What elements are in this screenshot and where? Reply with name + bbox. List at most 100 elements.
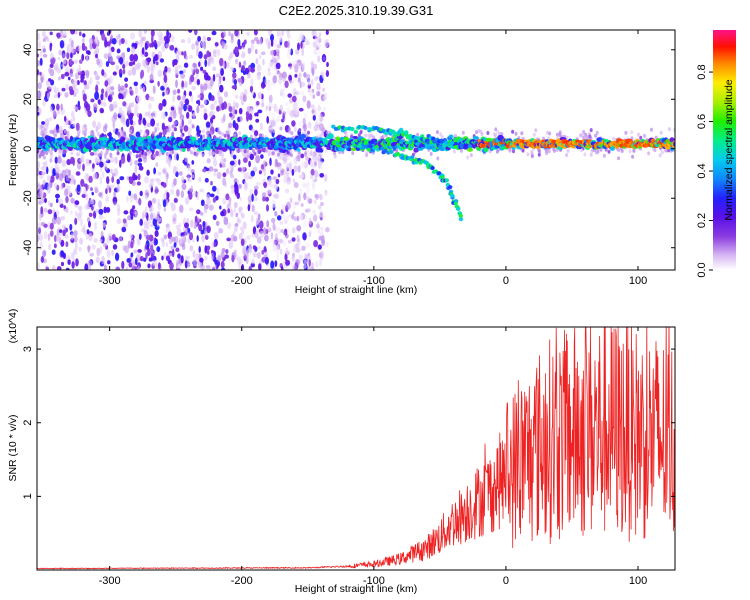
spectrogram-cell [123, 210, 129, 215]
spectrogram-cell [233, 201, 238, 209]
spectrogram-cell [305, 243, 311, 248]
spectrogram-cell [261, 83, 267, 88]
spectrogram-cell [286, 30, 291, 36]
spectrogram-cell [187, 36, 191, 44]
spectrogram-cell [94, 156, 99, 165]
spectrogram-cell [479, 129, 483, 134]
spectrogram-cell [252, 245, 257, 250]
spectrogram-cell [156, 246, 161, 253]
spectrogram-cell [119, 73, 123, 78]
spectrogram-cell [73, 59, 78, 64]
spectrogram-cell [175, 224, 181, 230]
spectrogram-cell [175, 79, 178, 89]
spectrogram-cell [232, 105, 236, 115]
spectrogram-cell [265, 37, 270, 45]
spectrogram-cell [325, 241, 329, 248]
spectrogram-cell [194, 30, 198, 36]
spectrogram-cell [195, 40, 199, 47]
spectrogram-cell [105, 157, 109, 162]
spectrogram-cell [251, 90, 255, 96]
spectrogram-cell [55, 198, 59, 203]
spectrogram-cell [301, 245, 306, 251]
spectrogram-cell [88, 212, 93, 218]
spectrogram-cell [273, 39, 278, 47]
spectrogram-cell [250, 78, 254, 87]
spectrogram-cell [257, 71, 262, 76]
spectrogram-cell [286, 34, 291, 39]
spectrogram-cell [216, 105, 220, 112]
spectrogram-cell [271, 118, 276, 127]
spectrogram-cell [291, 237, 296, 242]
spectrogram-cell [92, 103, 98, 111]
spectrogram-cell [274, 193, 280, 199]
spectrogram-cell [60, 73, 65, 80]
spectrogram-cell [322, 106, 327, 112]
spectrogram-cell [436, 156, 440, 161]
spectrogram-cell [248, 265, 253, 270]
spectrogram-cell [192, 250, 196, 258]
spectrogram-cell [315, 194, 319, 201]
spectrogram-cell [143, 80, 147, 85]
spectrogram-cell [223, 216, 229, 226]
spectrogram-cell [165, 255, 171, 262]
spectrogram-cell [128, 262, 133, 268]
spectrogram-cell [303, 71, 307, 78]
spectrogram-cell [298, 213, 303, 221]
spectrogram-cell [277, 76, 283, 85]
spectrogram-cell [279, 126, 283, 131]
spectrogram-cell [202, 168, 207, 173]
spectrogram-cell [316, 43, 322, 48]
spectrogram-cell [311, 109, 315, 114]
spectrogram-cell [213, 168, 218, 173]
x-tick-label: -100 [363, 575, 385, 587]
x-tick-label: -300 [99, 575, 121, 587]
spectrogram-cell [74, 258, 79, 267]
spectrogram-cell [171, 124, 176, 129]
spectrogram-cell [77, 104, 81, 111]
spectrogram-cell [151, 197, 157, 204]
spectrogram-cell [252, 251, 257, 258]
spectrogram-cell [74, 200, 80, 206]
spectrogram-cell [39, 241, 43, 250]
spectrogram-cell [114, 252, 120, 262]
spectrogram-cell [148, 102, 152, 110]
spectrogram-cell [163, 252, 167, 259]
spectrogram-cell [61, 159, 66, 168]
spectrogram-cell [40, 256, 45, 263]
spectrogram-cell [317, 105, 322, 112]
spectrogram-cell [251, 193, 254, 203]
spectrogram-cell [343, 126, 348, 131]
spectrogram-cell [129, 208, 135, 217]
spectrogram-cell [313, 214, 318, 222]
snr-xlabel: Height of straight line (km) [295, 583, 418, 595]
spectrogram-cell [214, 259, 218, 265]
spectrogram-cell [147, 263, 151, 269]
spectrogram-cell [191, 65, 194, 74]
y-tick-label: 2 [22, 420, 34, 426]
spectrogram-cell [357, 143, 362, 148]
spectrogram-cell [258, 133, 262, 138]
spectrogram-cell [200, 66, 204, 71]
spectrogram-cell [256, 101, 260, 106]
spectrogram-cell [227, 208, 231, 214]
spectrogram-cell [244, 180, 247, 189]
spectrogram-cell [284, 188, 290, 194]
spectrogram-cell [151, 131, 156, 137]
spectrogram-cell [135, 64, 140, 71]
spectrogram-cell [188, 105, 193, 112]
spectrogram-cell [139, 190, 143, 197]
spectrogram-cell [439, 138, 444, 143]
spectrogram-cell [39, 57, 43, 66]
spectrogram-cell [66, 46, 70, 54]
spectrogram-cell [647, 151, 651, 156]
spectrogram-cell [43, 231, 48, 240]
spectrogram-cell [106, 184, 110, 190]
spectrogram-cell [266, 80, 271, 89]
spectrogram-cell [58, 126, 64, 134]
spectrogram-cell [161, 44, 166, 53]
spectrogram-cell [632, 148, 636, 153]
spectrogram-cell [41, 31, 46, 37]
spectrogram-cell [42, 155, 46, 160]
spectrogram-cell [42, 99, 46, 107]
spectrogram-cell [324, 39, 330, 48]
